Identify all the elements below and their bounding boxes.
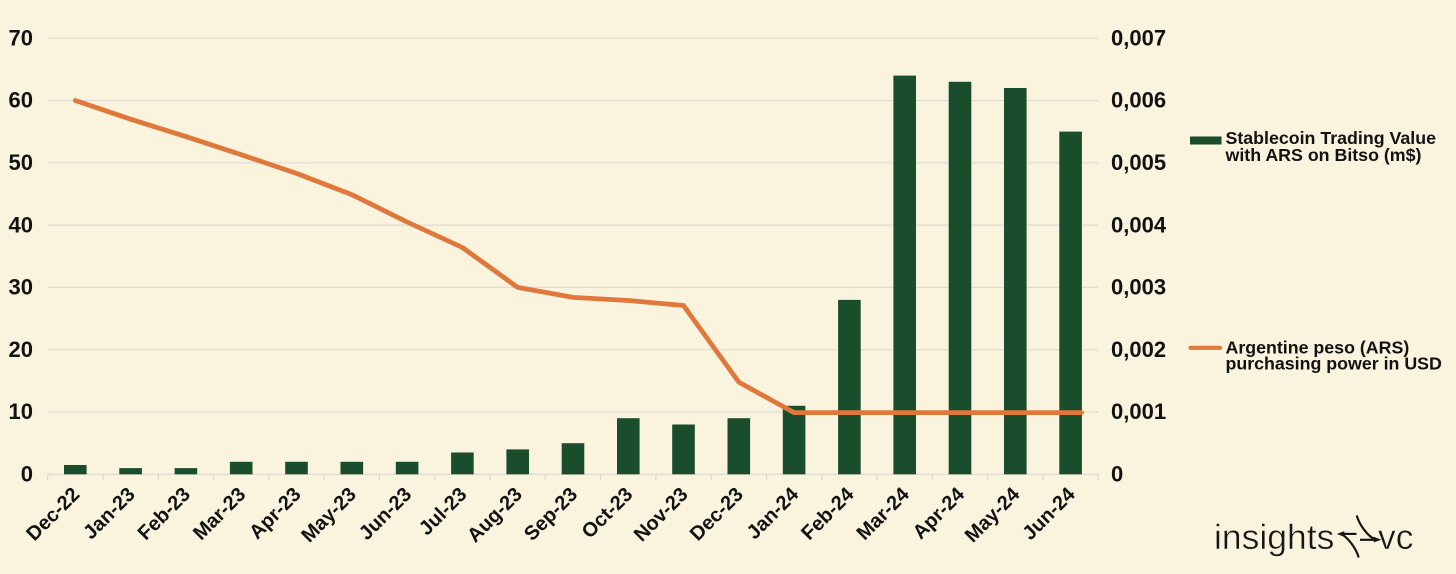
svg-text:40: 40 — [9, 212, 33, 237]
svg-text:Nov-23: Nov-23 — [630, 483, 693, 546]
svg-text:0: 0 — [1111, 462, 1123, 487]
svg-text:10: 10 — [9, 399, 33, 424]
svg-text:Jun-23: Jun-23 — [355, 483, 416, 544]
svg-text:0,003: 0,003 — [1111, 275, 1166, 300]
svg-text:purchasing power in USD: purchasing power in USD — [1226, 354, 1443, 374]
svg-text:Jan-24: Jan-24 — [743, 483, 804, 544]
svg-text:with ARS on Bitso (m$): with ARS on Bitso (m$) — [1225, 145, 1422, 165]
svg-text:Mar-23: Mar-23 — [189, 483, 250, 544]
svg-text:50: 50 — [9, 150, 33, 175]
svg-text:0,004: 0,004 — [1111, 212, 1167, 237]
svg-text:Aug-23: Aug-23 — [463, 483, 526, 546]
svg-text:Dec-22: Dec-22 — [22, 483, 84, 545]
svg-text:Argentine peso (ARS): Argentine peso (ARS) — [1226, 338, 1410, 358]
svg-text:May-23: May-23 — [297, 483, 361, 547]
svg-text:May-24: May-24 — [961, 483, 1025, 547]
svg-text:0,005: 0,005 — [1111, 150, 1166, 175]
svg-text:Jun-24: Jun-24 — [1018, 483, 1080, 545]
svg-text:0,002: 0,002 — [1111, 337, 1166, 362]
svg-text:60: 60 — [9, 88, 33, 113]
svg-text:0: 0 — [21, 462, 33, 487]
svg-text:70: 70 — [9, 25, 33, 50]
svg-text:Mar-24: Mar-24 — [853, 483, 915, 545]
svg-text:0,006: 0,006 — [1111, 88, 1166, 113]
svg-text:Sep-23: Sep-23 — [520, 483, 582, 545]
svg-text:Oct-23: Oct-23 — [578, 483, 638, 543]
svg-text:Apr-24: Apr-24 — [909, 483, 970, 544]
svg-text:0,001: 0,001 — [1111, 399, 1166, 424]
svg-text:Jan-23: Jan-23 — [79, 483, 139, 543]
svg-text:Apr-23: Apr-23 — [245, 483, 305, 543]
svg-text:30: 30 — [9, 275, 33, 300]
svg-text:vc: vc — [1378, 517, 1414, 557]
svg-text:Stablecoin Trading Value: Stablecoin Trading Value — [1226, 128, 1437, 148]
svg-text:Feb-24: Feb-24 — [797, 483, 859, 545]
svg-text:Feb-23: Feb-23 — [134, 483, 195, 544]
svg-text:insights: insights — [1214, 517, 1334, 557]
svg-text:0,007: 0,007 — [1111, 25, 1166, 50]
svg-text:Dec-23: Dec-23 — [686, 483, 748, 545]
svg-text:20: 20 — [9, 337, 33, 362]
